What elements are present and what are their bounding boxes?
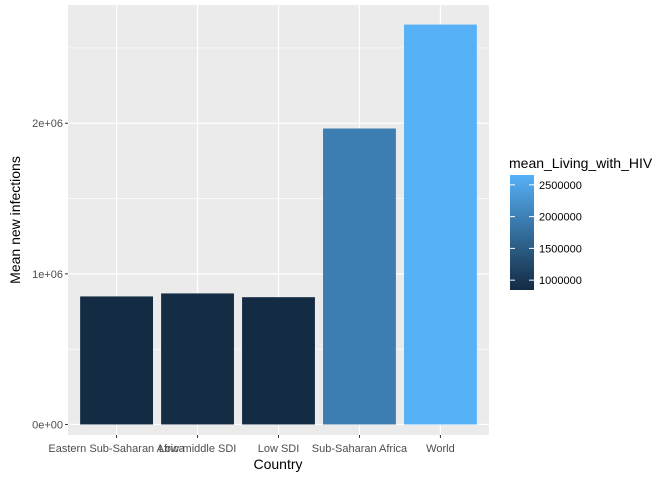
x-axis-title: Country xyxy=(253,456,302,472)
legend-colorbar xyxy=(510,175,534,290)
legend-ticks: 1000000 1500000 2000000 2500000 xyxy=(510,180,582,287)
legend-label: 2000000 xyxy=(539,212,582,224)
bars xyxy=(80,24,477,425)
y-tick-label: 1e+06 xyxy=(32,269,63,281)
x-tick-label: Low SDI xyxy=(258,443,300,455)
legend-title: mean_Living_with_HIV xyxy=(509,155,653,171)
color-legend: mean_Living_with_HIV 1000000 1500000 20000… xyxy=(509,155,653,290)
legend-label: 1000000 xyxy=(539,275,582,287)
legend-label: 2500000 xyxy=(539,180,582,192)
y-tick-label: 2e+06 xyxy=(32,118,63,130)
y-tick-label: 0e+00 xyxy=(32,419,63,431)
legend-label: 1500000 xyxy=(539,243,582,255)
bar xyxy=(161,293,234,425)
y-axis-title: Mean new infections xyxy=(7,156,23,284)
bar xyxy=(323,128,396,425)
y-axis-ticks: 0e+00 1e+06 2e+06 xyxy=(32,118,68,431)
bar xyxy=(403,24,477,425)
bar xyxy=(242,297,315,425)
bar xyxy=(80,296,154,425)
x-tick-label: Low-middle SDI xyxy=(159,443,237,455)
x-tick-label: Sub-Saharan Africa xyxy=(312,443,408,455)
x-tick-label: Eastern Sub-Saharan Africa xyxy=(48,443,185,455)
x-tick-label: World xyxy=(426,443,455,455)
